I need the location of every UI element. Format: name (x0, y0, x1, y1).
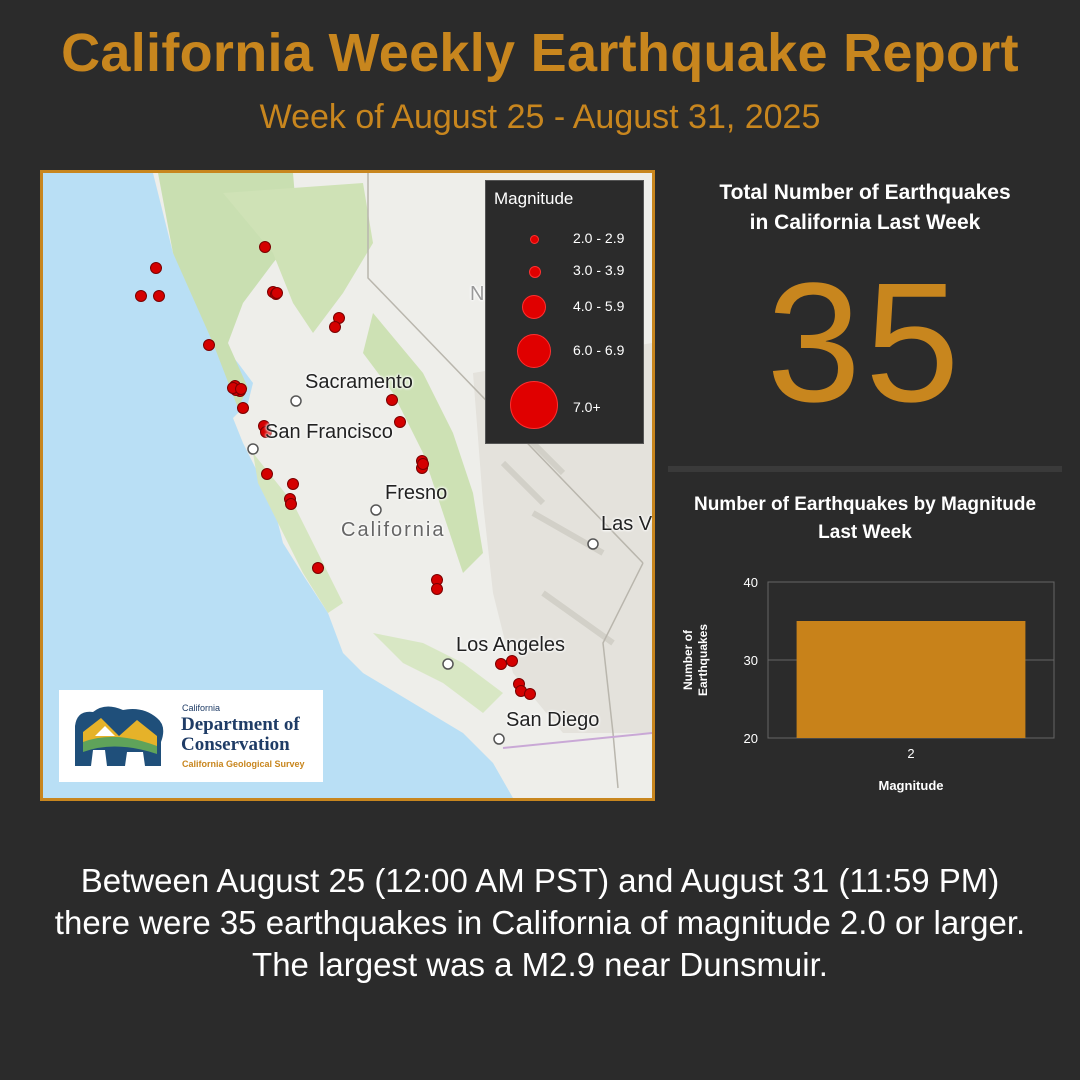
earthquake-point[interactable] (235, 383, 247, 395)
ridge-1 (500, 420, 615, 646)
bar (796, 621, 1026, 738)
magnitude-legend: Magnitude 2.0 - 2.9 3.0 - 3.9 4.0 - 5.9 … (485, 180, 644, 444)
chart-heading-line2: Last Week (818, 522, 912, 543)
total-heading-line1: Total Number of Earthquakes (719, 181, 1011, 204)
legend-dot-2 (529, 266, 541, 278)
earthquake-point[interactable] (417, 458, 429, 470)
logo-org-line1: Department of (181, 714, 300, 735)
earthquake-point[interactable] (259, 241, 271, 253)
section-divider (668, 466, 1062, 472)
x-axis-label: Magnitude (879, 778, 944, 793)
legend-dot-3 (522, 295, 546, 319)
y-axis-label: Number ofEarthquakes (681, 624, 710, 696)
label-san-diego: San Diego (506, 709, 600, 731)
legend-label-4: 6.0 - 6.9 (573, 342, 625, 358)
label-las-vegas: Las V (601, 513, 653, 535)
city-markers (247, 395, 599, 745)
label-los-angeles: Los Angeles (456, 634, 565, 656)
forest-south (373, 633, 503, 713)
chart-heading-line1: Number of Earthquakes by Magnitude (693, 494, 1037, 515)
doc-logo: California Department of Conservation Ca… (59, 690, 323, 782)
bear-logo-icon (75, 706, 164, 766)
earthquake-map[interactable]: Sacramento San Francisco Fresno Californ… (40, 170, 655, 801)
logo-division: California Geological Survey (182, 759, 305, 769)
report-subtitle: Week of August 25 - August 31, 2025 (259, 98, 821, 136)
las-vegas-marker (587, 538, 599, 550)
earthquake-point[interactable] (431, 583, 443, 595)
san-diego-marker (493, 733, 505, 745)
total-count: 35 (766, 248, 964, 438)
legend-dot-5 (510, 381, 558, 429)
earthquake-point[interactable] (312, 562, 324, 574)
total-heading-line2: in California Last Week (749, 211, 981, 234)
y-tick-label: 20 (744, 731, 758, 746)
earthquake-point[interactable] (329, 321, 341, 333)
earthquake-point[interactable] (386, 394, 398, 406)
fresno-marker (370, 504, 382, 516)
earthquake-point[interactable] (524, 688, 536, 700)
legend-label-3: 4.0 - 5.9 (573, 298, 625, 314)
legend-label-5: 7.0+ (573, 399, 601, 415)
earthquake-point[interactable] (150, 262, 162, 274)
magnitude-bar-chart: 20 30 40 2 Magnitude Number ofEarthquakes (681, 575, 1055, 793)
logo-org-line2: Conservation (181, 734, 290, 755)
earthquake-point[interactable] (135, 290, 147, 302)
label-fresno: Fresno (385, 482, 448, 504)
label-san-francisco: San Francisco (265, 421, 393, 443)
state-boundary (367, 173, 644, 789)
earthquake-point[interactable] (261, 468, 273, 480)
mexico-border (502, 732, 652, 749)
earthquake-point[interactable] (203, 339, 215, 351)
earthquake-point[interactable] (285, 498, 297, 510)
los-angeles-marker (442, 658, 454, 670)
earthquake-point[interactable] (506, 655, 518, 667)
legend-row-2: 3.0 - 3.9 (486, 255, 643, 295)
legend-title: Magnitude (494, 189, 574, 208)
forest-sierra (363, 313, 483, 573)
earthquake-point[interactable] (237, 402, 249, 414)
legend-label-2: 3.0 - 3.9 (573, 262, 625, 278)
total-heading: Total Number of Earthquakes in Californi… (668, 178, 1062, 238)
san-francisco-marker (247, 443, 259, 455)
legend-dot-1 (530, 235, 539, 244)
y-axis-label-line2: Earthquakes (696, 624, 710, 696)
label-nevada-fragment: N (470, 283, 485, 305)
report-title: California Weekly Earthquake Report (61, 23, 1019, 83)
legend-row-1: 2.0 - 2.9 (486, 223, 643, 263)
summary-text: Between August 25 (12:00 AM PST) and Aug… (54, 862, 1026, 983)
earthquake-point[interactable] (394, 416, 406, 428)
x-tick-label: 2 (907, 746, 914, 761)
legend-row-4: 6.0 - 6.9 (486, 329, 643, 369)
y-tick-label: 30 (744, 653, 758, 668)
legend-dot-4 (517, 334, 551, 368)
logo-state: California (182, 703, 221, 713)
earthquake-point[interactable] (495, 658, 507, 670)
earthquake-point[interactable] (271, 287, 283, 299)
earthquake-point[interactable] (153, 290, 165, 302)
y-axis-label-line1: Number of (681, 629, 695, 690)
label-california: California (341, 519, 446, 541)
earthquake-point[interactable] (260, 426, 272, 438)
legend-row-5: 7.0+ (486, 379, 643, 429)
legend-label-1: 2.0 - 2.9 (573, 230, 625, 246)
y-tick-label: 40 (744, 575, 758, 590)
chart-heading: Number of Earthquakes by Magnitude Last … (668, 491, 1062, 547)
earthquake-points[interactable] (135, 241, 536, 700)
sacramento-marker (290, 395, 302, 407)
legend-row-3: 4.0 - 5.9 (486, 287, 643, 327)
label-sacramento: Sacramento (305, 371, 413, 393)
earthquake-point[interactable] (287, 478, 299, 490)
forest-klamath (223, 183, 373, 333)
